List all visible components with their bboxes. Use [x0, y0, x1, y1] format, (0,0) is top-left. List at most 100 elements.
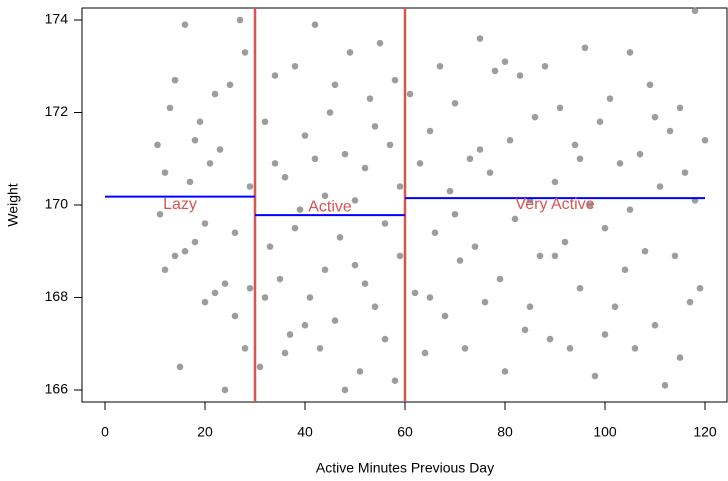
point [426, 127, 434, 135]
point [154, 141, 161, 149]
point [696, 284, 704, 292]
point [201, 220, 209, 227]
point [506, 136, 514, 144]
point [191, 238, 199, 246]
point [451, 210, 459, 218]
point [396, 252, 404, 260]
x-tick-label: 80 [497, 424, 513, 440]
point [436, 62, 444, 70]
point [626, 206, 634, 213]
point [166, 104, 174, 112]
point [521, 326, 529, 334]
point [371, 303, 379, 311]
point [246, 183, 254, 190]
point [661, 382, 669, 389]
point [621, 266, 629, 274]
y-tick-label: 168 [45, 288, 69, 304]
point [546, 335, 554, 343]
point [576, 284, 584, 292]
x-tick-label: 60 [397, 424, 413, 440]
point [281, 173, 289, 181]
point [421, 349, 429, 357]
point [271, 72, 279, 79]
point [406, 90, 414, 98]
y-tick-label: 166 [45, 381, 69, 397]
point [526, 303, 534, 311]
point [541, 62, 549, 70]
point [476, 146, 484, 153]
point [191, 136, 199, 144]
point [211, 289, 219, 297]
point [231, 229, 239, 237]
point [286, 331, 294, 338]
point [381, 220, 389, 227]
point [556, 104, 564, 112]
point [176, 363, 184, 371]
point [386, 141, 394, 149]
y-tick-label: 172 [45, 103, 69, 119]
point [451, 99, 459, 107]
annotation: Very Active [515, 196, 594, 213]
point [336, 234, 344, 241]
point [676, 104, 684, 112]
point [531, 113, 539, 121]
point [201, 298, 209, 306]
x-tick-label: 0 [101, 424, 109, 440]
point [691, 7, 699, 15]
point [391, 377, 399, 385]
point [236, 16, 244, 24]
point [411, 289, 419, 297]
point [496, 275, 504, 283]
point [371, 123, 379, 130]
point [456, 257, 464, 264]
point [376, 39, 384, 47]
point [581, 44, 589, 52]
point [266, 243, 274, 250]
point [221, 386, 229, 394]
point [686, 298, 694, 306]
point [631, 345, 639, 352]
point [651, 113, 659, 121]
point [441, 312, 449, 320]
point [341, 386, 349, 394]
point [241, 49, 249, 56]
point [596, 118, 604, 126]
point [416, 160, 424, 167]
point [471, 243, 479, 250]
point [566, 345, 574, 352]
point [586, 201, 594, 209]
point [211, 90, 219, 98]
point [221, 280, 229, 287]
point [551, 252, 559, 260]
point [326, 109, 334, 116]
point [291, 62, 299, 70]
y-axis-label: Weight [5, 183, 21, 226]
point [601, 224, 609, 232]
point [671, 252, 679, 260]
point [321, 266, 329, 274]
point [291, 224, 299, 232]
point [181, 247, 189, 255]
point [281, 349, 289, 357]
point [186, 178, 194, 186]
point [231, 312, 239, 320]
point [651, 321, 659, 329]
point [501, 368, 509, 375]
point [466, 155, 474, 163]
point [311, 21, 319, 28]
point [361, 280, 369, 287]
point [241, 345, 249, 352]
point [206, 160, 214, 167]
point [321, 192, 329, 200]
point [426, 294, 434, 301]
y-tick-label: 170 [45, 196, 69, 212]
point [341, 150, 349, 158]
point [171, 76, 179, 84]
point [381, 335, 389, 343]
x-axis-label: Active Minutes Previous Day [316, 460, 494, 476]
point [446, 187, 454, 195]
point [316, 345, 324, 352]
point [331, 317, 339, 324]
point [636, 150, 644, 158]
point [646, 81, 654, 89]
